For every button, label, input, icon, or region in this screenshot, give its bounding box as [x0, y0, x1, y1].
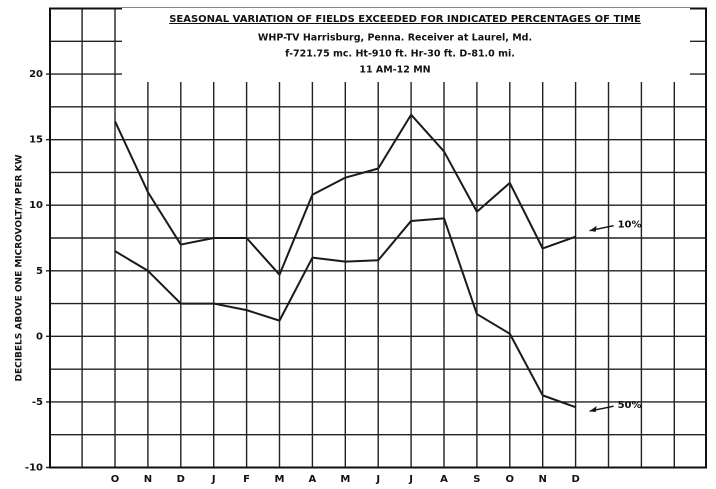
- x-tick-label: N: [539, 474, 547, 485]
- x-tick-label: O: [111, 474, 120, 485]
- x-tick-label: J: [211, 474, 216, 485]
- y-tick-label: -5: [32, 397, 43, 408]
- y-tick-label: 15: [29, 135, 43, 146]
- subtitle: 11 AM-12 MN: [359, 65, 430, 76]
- series-line: [114, 217, 576, 409]
- x-tick-label: D: [571, 474, 579, 485]
- y-tick-label: -10: [25, 463, 43, 474]
- y-tick-label: 5: [36, 266, 43, 277]
- x-tick-label: S: [473, 474, 480, 485]
- chart-title: SEASONAL VARIATION OF FIELDS EXCEEDED FO…: [169, 14, 641, 25]
- y-axis-label: DECIBELS ABOVE ONE MICROVOLT/M PER KW: [15, 154, 25, 381]
- x-tick-label: N: [144, 474, 152, 485]
- subtitle: WHP-TV Harrisburg, Penna. Receiver at La…: [258, 33, 532, 44]
- subtitle: f-721.75 mc. Ht-910 ft. Hr-30 ft. D-81.0…: [285, 49, 515, 60]
- y-tick-label: 0: [36, 331, 43, 342]
- x-tick-label: M: [340, 474, 350, 485]
- series-label: 10%: [618, 220, 642, 231]
- label-arrowhead: [589, 225, 597, 232]
- x-tick-label: D: [177, 474, 185, 485]
- y-tick-label: 10: [29, 200, 43, 211]
- x-tick-label: F: [243, 474, 250, 485]
- x-tick-label: J: [375, 474, 380, 485]
- x-tick-label: J: [408, 474, 413, 485]
- x-tick-label: O: [506, 474, 515, 485]
- x-tick-label: M: [275, 474, 285, 485]
- x-tick-label: A: [440, 474, 448, 485]
- y-tick-label: 20: [29, 69, 43, 80]
- title-box: [122, 8, 690, 82]
- x-tick-label: A: [309, 474, 317, 485]
- series-label: 50%: [618, 400, 642, 411]
- lines: [114, 113, 614, 413]
- label-arrowhead: [589, 406, 597, 413]
- series-line: [114, 113, 576, 276]
